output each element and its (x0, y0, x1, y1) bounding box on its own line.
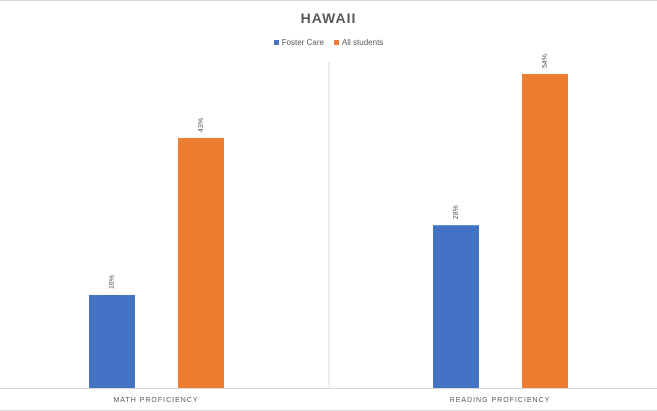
data-label: 54% (542, 54, 549, 68)
bar-all-students-math-proficiency (178, 137, 224, 388)
bar-all-students-reading-proficiency (522, 74, 568, 389)
x-tick-label: READING PROFICIENCY (450, 397, 551, 404)
data-label: 16% (109, 275, 116, 289)
x-tick-label: MATH PROFICIENCY (113, 397, 198, 404)
legend-label-all-students: All students (341, 38, 384, 47)
bar-foster-care-math-proficiency (89, 294, 135, 388)
data-label: 28% (453, 205, 460, 219)
legend-swatch-all-students (333, 40, 339, 45)
data-label: 43% (198, 118, 205, 132)
legend-swatch-foster-care (273, 40, 279, 45)
bar-foster-care-reading-proficiency (433, 225, 479, 388)
legend-item-foster-care: Foster Care (273, 38, 324, 47)
legend: Foster Care All students (0, 38, 657, 47)
legend-item-all-students: All students (333, 38, 384, 47)
legend-label-foster-care: Foster Care (281, 38, 324, 47)
chart-title: HAWAII (300, 10, 357, 26)
